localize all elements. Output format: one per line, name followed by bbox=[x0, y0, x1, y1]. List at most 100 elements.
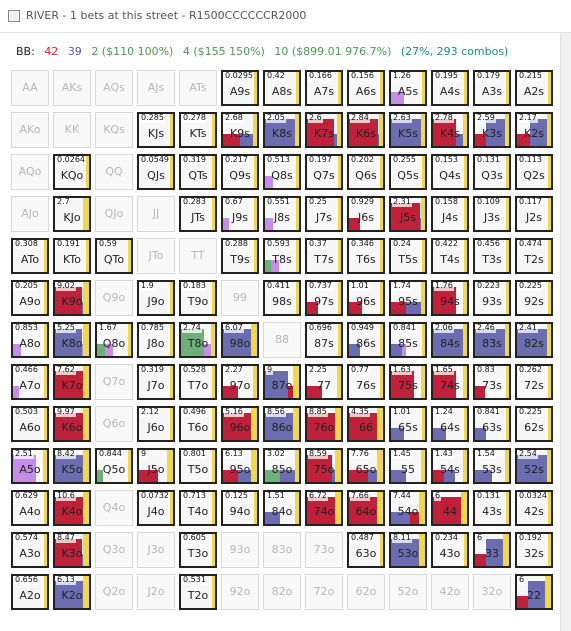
hand-cell-53s[interactable]: 1.54 53s bbox=[473, 448, 511, 484]
hand-cell-Q5o[interactable]: 0.844 Q5o bbox=[95, 448, 133, 484]
hand-cell-93o[interactable]: 93o bbox=[221, 532, 259, 568]
hand-cell-95s[interactable]: 1.74 95s bbox=[389, 280, 427, 316]
hand-cell-J4o[interactable]: 0.0732 J4o bbox=[137, 490, 175, 526]
hand-cell-A5s[interactable]: 1.26 A5s bbox=[389, 70, 427, 106]
hand-cell-T4s[interactable]: 0.422 T4s bbox=[431, 238, 469, 274]
hand-cell-63s[interactable]: 0.841 63s bbox=[473, 406, 511, 442]
hand-cell-QJs[interactable]: 0.0549 QJs bbox=[137, 154, 175, 190]
hand-cell-T2s[interactable]: 0.474 T2s bbox=[515, 238, 553, 274]
hand-cell-85s[interactable]: 0.841 85s bbox=[389, 322, 427, 358]
hand-cell-85o[interactable]: 3.02 85o bbox=[263, 448, 301, 484]
hand-cell-AJs[interactable]: AJs bbox=[137, 70, 175, 106]
hand-cell-52s[interactable]: 2.54 52s bbox=[515, 448, 553, 484]
hand-cell-84o[interactable]: 1.51 84o bbox=[263, 490, 301, 526]
hand-cell-64o[interactable]: 7.66 64o bbox=[347, 490, 385, 526]
hand-cell-Q4s[interactable]: 0.153 Q4s bbox=[431, 154, 469, 190]
hand-cell-32s[interactable]: 0.192 32s bbox=[515, 532, 553, 568]
hand-cell-98o[interactable]: 6.07 98o bbox=[221, 322, 259, 358]
hand-cell-J3o[interactable]: J3o bbox=[137, 532, 175, 568]
hand-cell-T6s[interactable]: 0.346 T6s bbox=[347, 238, 385, 274]
hand-cell-55[interactable]: 1.45 55 bbox=[389, 448, 427, 484]
hand-cell-T3o[interactable]: 0.605 T3o bbox=[179, 532, 217, 568]
hand-cell-J7s[interactable]: 0.25 J7s bbox=[305, 196, 343, 232]
hand-cell-AKo[interactable]: AKo bbox=[11, 112, 49, 148]
hand-cell-22[interactable]: 6 22 bbox=[515, 574, 553, 610]
hand-cell-T9o[interactable]: 0.183 T9o bbox=[179, 280, 217, 316]
hand-cell-Q4o[interactable]: Q4o bbox=[95, 490, 133, 526]
hand-cell-K6o[interactable]: 9.97 K6o bbox=[53, 406, 91, 442]
hand-cell-QQ[interactable]: QQ bbox=[95, 154, 133, 190]
hand-cell-AJo[interactable]: AJo bbox=[11, 196, 49, 232]
hand-cell-86o[interactable]: 8.56 86o bbox=[263, 406, 301, 442]
hand-cell-T4o[interactable]: 0.713 T4o bbox=[179, 490, 217, 526]
hand-cell-T6o[interactable]: 0.496 T6o bbox=[179, 406, 217, 442]
hand-cell-A4o[interactable]: 0.629 A4o bbox=[11, 490, 49, 526]
hand-cell-A8s[interactable]: 0.42 A8s bbox=[263, 70, 301, 106]
hand-cell-AA[interactable]: AA bbox=[11, 70, 49, 106]
hand-cell-KTo[interactable]: 0.191 KTo bbox=[53, 238, 91, 274]
hand-cell-K3s[interactable]: 2.59 K3s bbox=[473, 112, 511, 148]
hand-cell-Q7o[interactable]: Q7o bbox=[95, 364, 133, 400]
hand-cell-Q6o[interactable]: Q6o bbox=[95, 406, 133, 442]
hand-cell-42o[interactable]: 42o bbox=[431, 574, 469, 610]
hand-cell-33[interactable]: 6 33 bbox=[473, 532, 511, 568]
hand-cell-62s[interactable]: 0.225 62s bbox=[515, 406, 553, 442]
hand-cell-T3s[interactable]: 0.456 T3s bbox=[473, 238, 511, 274]
hand-cell-A3s[interactable]: 0.179 A3s bbox=[473, 70, 511, 106]
hand-cell-K4o[interactable]: 10.6 K4o bbox=[53, 490, 91, 526]
hand-cell-62o[interactable]: 62o bbox=[347, 574, 385, 610]
hand-cell-K7o[interactable]: 7.62 K7o bbox=[53, 364, 91, 400]
hand-cell-54o[interactable]: 7.44 54o bbox=[389, 490, 427, 526]
hand-cell-J8s[interactable]: 0.551 J8s bbox=[263, 196, 301, 232]
hand-cell-ATs[interactable]: ATs bbox=[179, 70, 217, 106]
hand-cell-K9o[interactable]: 9.02 K9o bbox=[53, 280, 91, 316]
hand-cell-K9s[interactable]: 2.68 K9s bbox=[221, 112, 259, 148]
hand-cell-75o[interactable]: 8.59 75o bbox=[305, 448, 343, 484]
hand-cell-Q6s[interactable]: 0.202 Q6s bbox=[347, 154, 385, 190]
hand-cell-Q9s[interactable]: 0.217 Q9s bbox=[221, 154, 259, 190]
hand-cell-J6o[interactable]: 2.12 J6o bbox=[137, 406, 175, 442]
hand-cell-JJ[interactable]: JJ bbox=[137, 196, 175, 232]
hand-cell-92o[interactable]: 92o bbox=[221, 574, 259, 610]
hand-cell-94o[interactable]: 0.125 94o bbox=[221, 490, 259, 526]
scrollbar[interactable] bbox=[560, 33, 571, 631]
hand-cell-K6s[interactable]: 2.84 K6s bbox=[347, 112, 385, 148]
hand-cell-T9s[interactable]: 0.288 T9s bbox=[221, 238, 259, 274]
hand-cell-Q3s[interactable]: 0.131 Q3s bbox=[473, 154, 511, 190]
hand-cell-95o[interactable]: 6.13 95o bbox=[221, 448, 259, 484]
hand-cell-QJo[interactable]: QJo bbox=[95, 196, 133, 232]
hand-cell-74o[interactable]: 6.72 74o bbox=[305, 490, 343, 526]
hand-cell-K4s[interactable]: 2.78 K4s bbox=[431, 112, 469, 148]
hand-cell-75s[interactable]: 1.63 75s bbox=[389, 364, 427, 400]
hand-cell-T5s[interactable]: 0.24 T5s bbox=[389, 238, 427, 274]
hand-cell-43s[interactable]: 0.131 43s bbox=[473, 490, 511, 526]
hand-cell-K5o[interactable]: 8.42 K5o bbox=[53, 448, 91, 484]
hand-cell-A2o[interactable]: 0.656 A2o bbox=[11, 574, 49, 610]
hand-cell-K8s[interactable]: 2.05 K8s bbox=[263, 112, 301, 148]
hand-cell-82s[interactable]: 2.41 82s bbox=[515, 322, 553, 358]
hand-cell-A4s[interactable]: 0.195 A4s bbox=[431, 70, 469, 106]
hand-cell-A2s[interactable]: 0.215 A2s bbox=[515, 70, 553, 106]
hand-cell-A6s[interactable]: 0.156 A6s bbox=[347, 70, 385, 106]
hand-cell-76s[interactable]: 0.77 76s bbox=[347, 364, 385, 400]
hand-cell-AKs[interactable]: AKs bbox=[53, 70, 91, 106]
hand-cell-82o[interactable]: 82o bbox=[263, 574, 301, 610]
hand-cell-66[interactable]: 4.35 66 bbox=[347, 406, 385, 442]
hand-cell-88[interactable]: 88 bbox=[263, 322, 301, 358]
hand-cell-T7s[interactable]: 0.37 T7s bbox=[305, 238, 343, 274]
hand-cell-Q2s[interactable]: 0.113 Q2s bbox=[515, 154, 553, 190]
hand-cell-54s[interactable]: 1.43 54s bbox=[431, 448, 469, 484]
hand-cell-J2o[interactable]: J2o bbox=[137, 574, 175, 610]
hand-cell-J5s[interactable]: 2.31 J5s bbox=[389, 196, 427, 232]
hand-cell-T7o[interactable]: 0.528 T7o bbox=[179, 364, 217, 400]
hand-cell-83s[interactable]: 2.46 83s bbox=[473, 322, 511, 358]
hand-cell-A8o[interactable]: 0.853 A8o bbox=[11, 322, 49, 358]
hand-cell-97o[interactable]: 2.27 97o bbox=[221, 364, 259, 400]
hand-cell-K8o[interactable]: 5.25 K8o bbox=[53, 322, 91, 358]
hand-cell-A7o[interactable]: 0.466 A7o bbox=[11, 364, 49, 400]
hand-cell-J2s[interactable]: 0.117 J2s bbox=[515, 196, 553, 232]
hand-cell-A6o[interactable]: 0.503 A6o bbox=[11, 406, 49, 442]
hand-cell-KJo[interactable]: 2.7 KJo bbox=[53, 196, 91, 232]
hand-cell-QTs[interactable]: 0.319 QTs bbox=[179, 154, 217, 190]
hand-cell-65o[interactable]: 7.76 65o bbox=[347, 448, 385, 484]
